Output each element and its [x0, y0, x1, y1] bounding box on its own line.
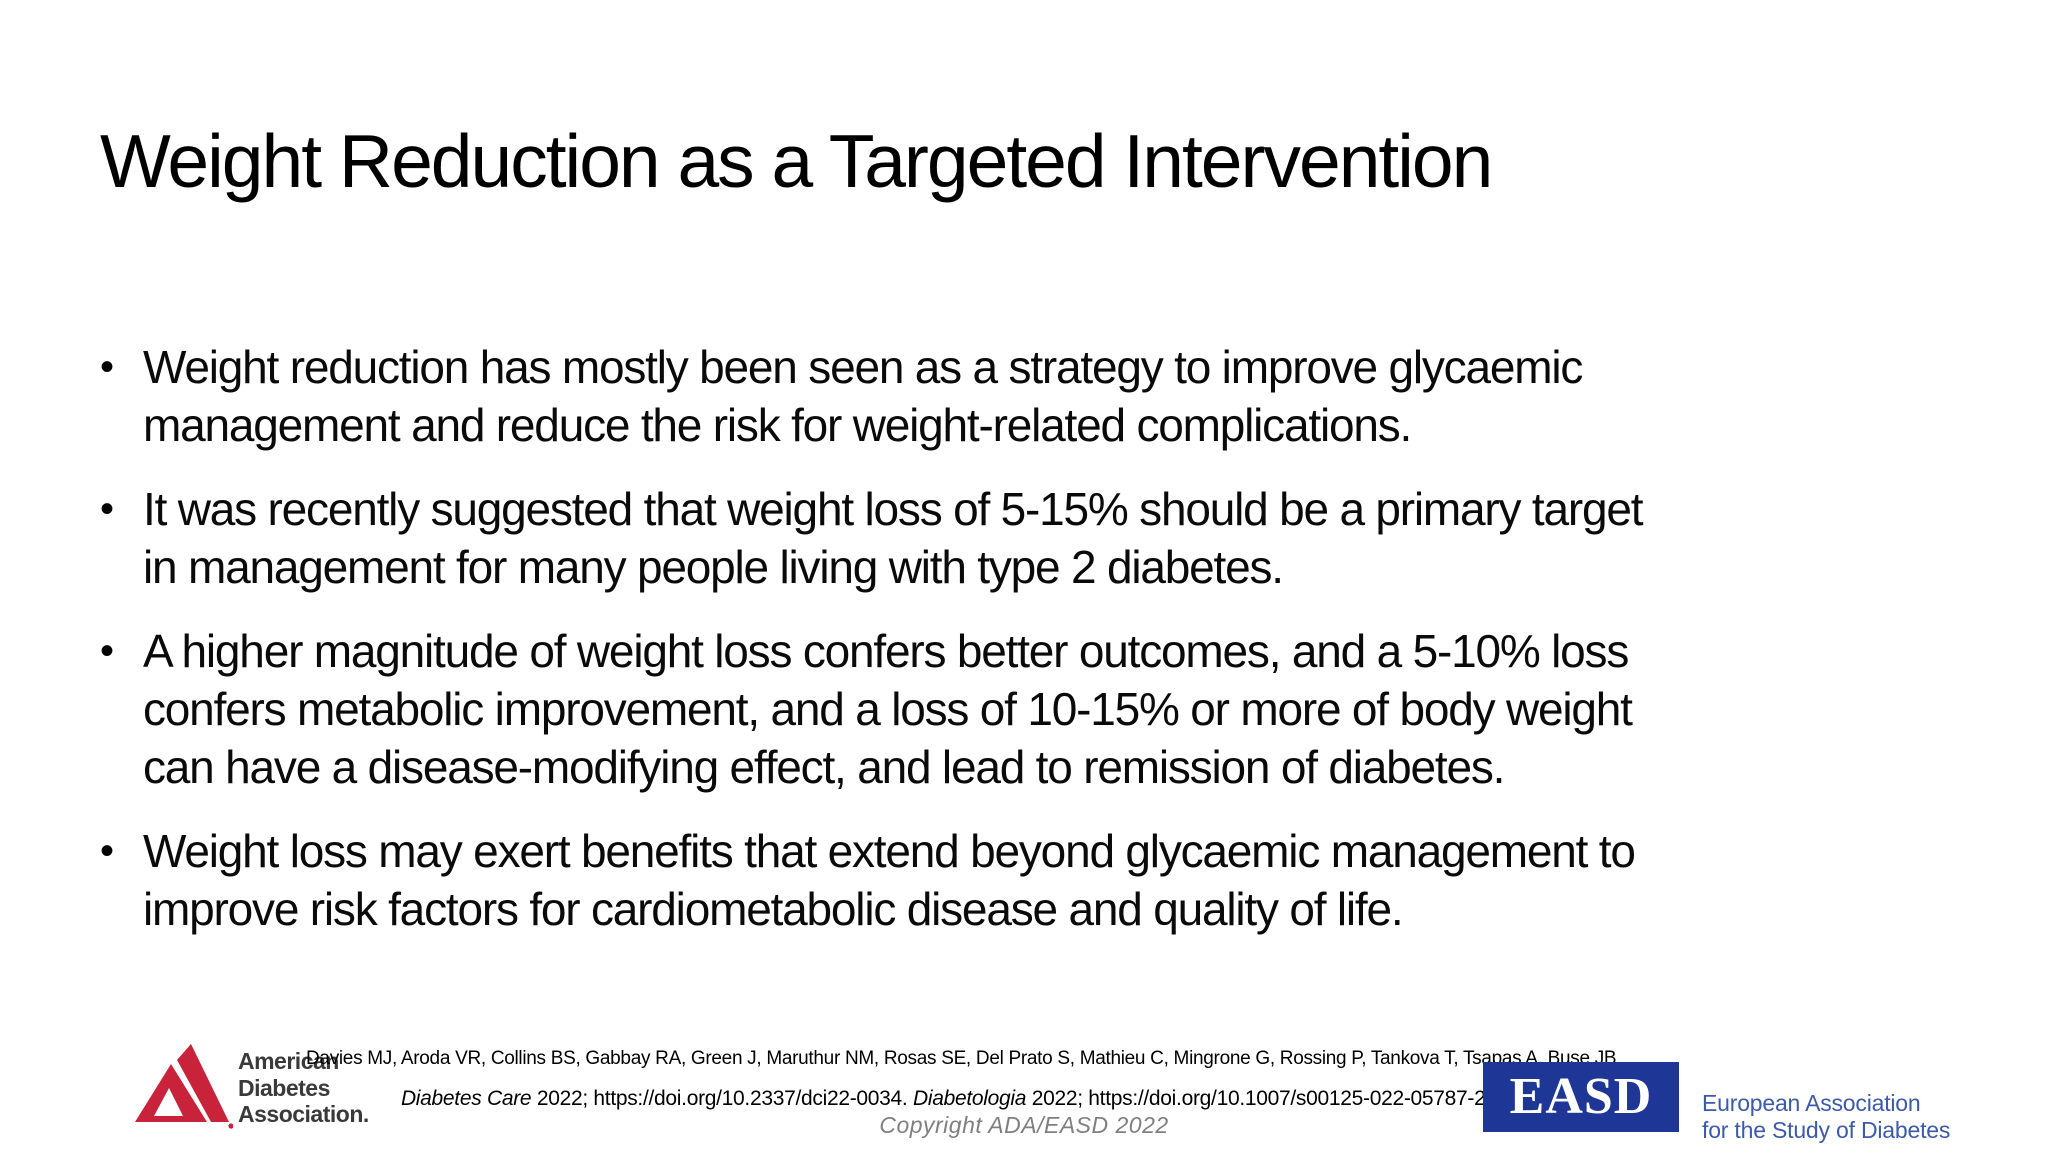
bullet-dot-icon: • — [100, 829, 115, 873]
citation-text: 2022; https://doi.org/10.1007/s00125-022… — [1026, 1087, 1486, 1110]
easd-name-line2: for the Study of Diabetes — [1702, 1117, 1951, 1143]
copyright-line: Copyright ADA/EASD 2022 — [879, 1112, 1169, 1138]
reference-block: Davies MJ, Aroda VR, Collins BS, Gabbay … — [306, 1048, 1617, 1111]
bullet-dot-icon: • — [100, 629, 115, 673]
journal-name: Diabetes Care — [400, 1087, 532, 1110]
citation-line: Diabetes Care 2022; https://doi.org/10.2… — [306, 1087, 1586, 1111]
bullet-line: management and reduce the risk for weigh… — [143, 399, 1412, 451]
bullet-text: It was recently suggested that weight lo… — [143, 480, 1980, 596]
ada-logo-text: American Diabetes Association. — [238, 1048, 369, 1128]
easd-logo-text: European Association for the Study of Di… — [1702, 1090, 1950, 1144]
bullet-line: Weight loss may exert benefits that exte… — [143, 825, 1636, 877]
slide-title: Weight Reduction as a Targeted Intervent… — [100, 119, 1493, 203]
ada-text-line1: American — [238, 1048, 339, 1074]
bullet-line: in management for many people living wit… — [143, 541, 1284, 593]
journal-name: Diabetologia — [913, 1087, 1027, 1110]
ada-text-line2: Diabetes — [238, 1074, 330, 1101]
easd-box-icon: EASD — [1483, 1062, 1679, 1132]
easd-acronym: EASD — [1509, 1068, 1653, 1125]
bullet-item-3: • A higher magnitude of weight loss conf… — [100, 622, 1980, 796]
bullet-line: can have a disease-modifying effect, and… — [143, 741, 1505, 793]
bullet-text: Weight reduction has mostly been seen as… — [143, 338, 1980, 454]
authors-line: Davies MJ, Aroda VR, Collins BS, Gabbay … — [306, 1048, 1617, 1069]
easd-name-line1: European Association — [1702, 1090, 1921, 1116]
bullet-item-2: • It was recently suggested that weight … — [100, 480, 1980, 596]
bullet-text: A higher magnitude of weight loss confer… — [143, 622, 1980, 796]
bullet-dot-icon: • — [100, 345, 115, 389]
easd-logo: EASD European Association for the Study … — [1483, 1062, 2003, 1144]
citation-text: 2022; https://doi.org/10.2337/dci22-0034… — [531, 1087, 914, 1110]
bullet-line: A higher magnitude of weight loss confer… — [143, 625, 1629, 677]
bullet-line: Weight reduction has mostly been seen as… — [143, 341, 1583, 393]
bullet-line: improve risk factors for cardiometabolic… — [143, 883, 1404, 935]
ada-text-line3: Association. — [238, 1101, 369, 1127]
ada-triangle-icon — [135, 1044, 233, 1129]
bullet-item-4: • Weight loss may exert benefits that ex… — [100, 822, 1980, 938]
bullet-text: Weight loss may exert benefits that exte… — [143, 822, 1980, 938]
bullet-dot-icon: • — [100, 487, 115, 531]
ada-logo: American Diabetes Association. — [133, 1040, 433, 1140]
bullet-item-1: • Weight reduction has mostly been seen … — [100, 338, 1980, 454]
bullet-line: It was recently suggested that weight lo… — [143, 483, 1644, 535]
bullet-line: confers metabolic improvement, and a los… — [143, 683, 1633, 735]
bullet-list: • Weight reduction has mostly been seen … — [100, 338, 1980, 964]
